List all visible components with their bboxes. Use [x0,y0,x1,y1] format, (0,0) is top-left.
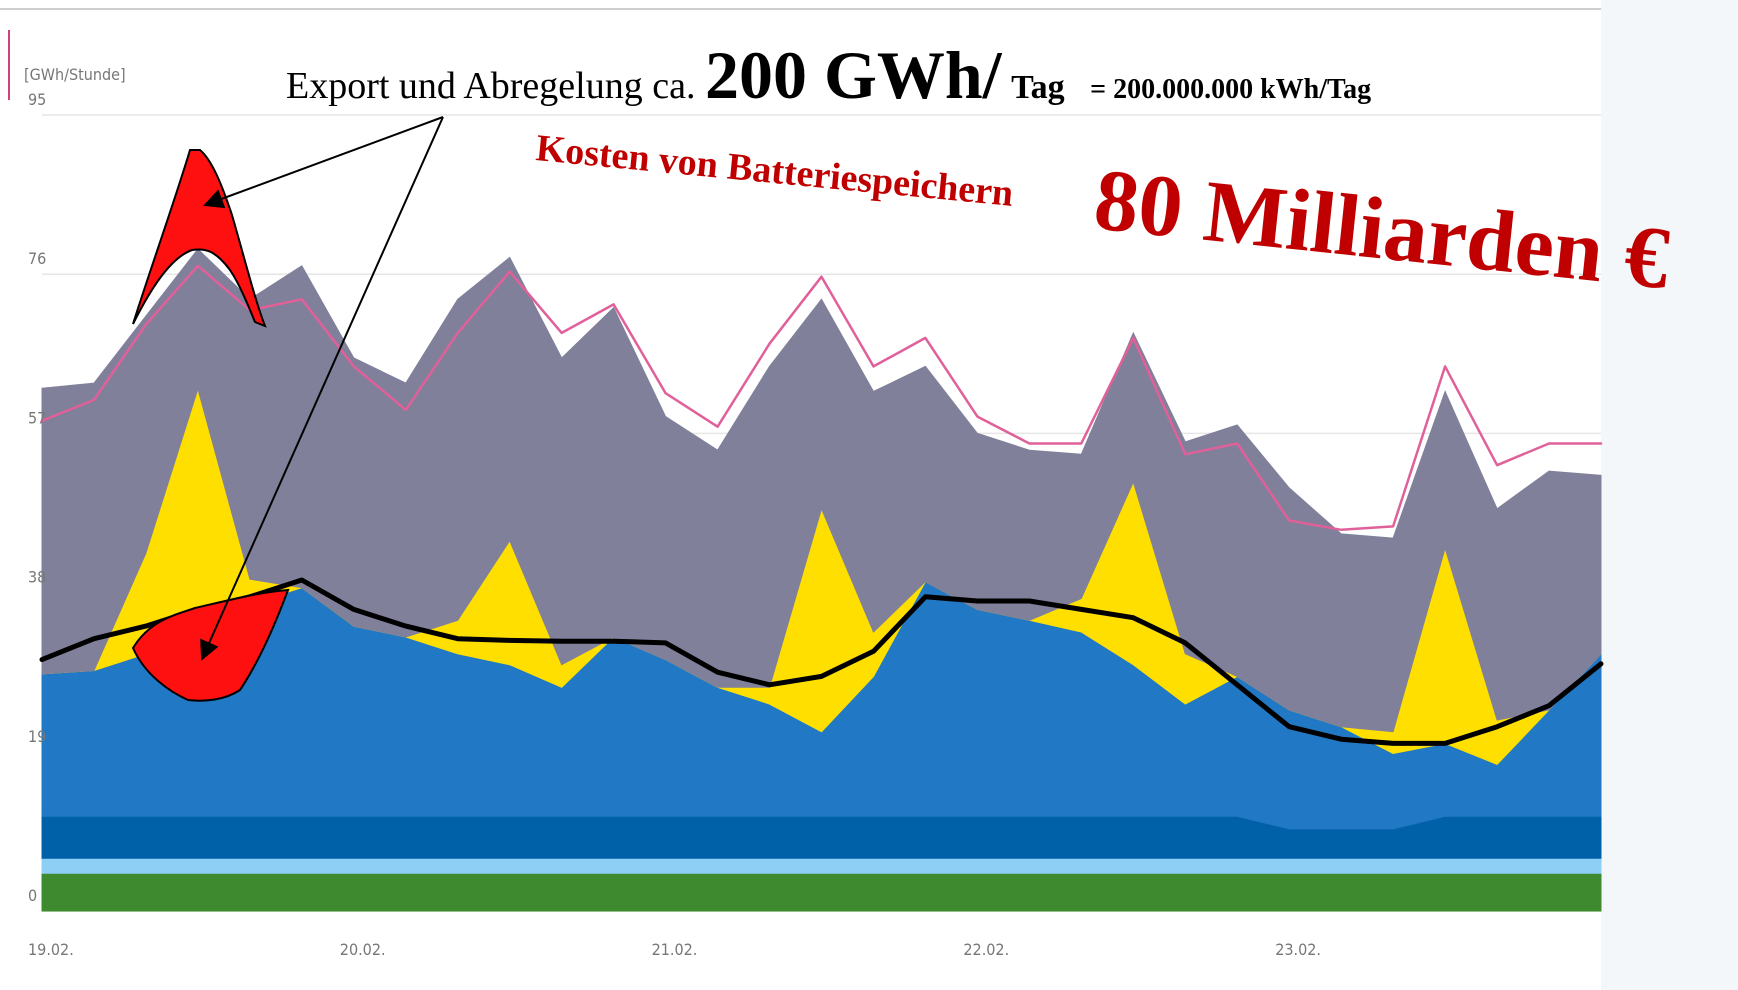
lines [39,264,1604,746]
cost-value: 80 Milliarden € [1090,151,1674,308]
y-axis-label: [GWh/Stunde] [24,65,126,84]
stacked-area [41,857,1602,874]
cost-label: Kosten von Batteriespeichern [534,127,1015,215]
arrow [200,116,444,661]
x-tick-label: 22.02. [963,940,1009,959]
line [39,577,1604,746]
red-area-top [132,149,267,328]
y-tick-label: 38 [28,568,46,587]
headline-part: = 200.000.000 kWh/Tag [1090,74,1371,105]
arrow [203,116,444,209]
areas [41,248,1602,912]
stacked-area [41,872,1602,912]
headline-part: Tag [1011,69,1065,106]
y-tick-label: 0 [28,886,37,905]
x-tick-label: 20.02. [340,940,386,959]
side-strip [1601,0,1738,990]
headline: Export und Abregelung ca. 200 GWh/ Tag =… [286,37,1371,113]
y-tick-label: 19 [28,727,46,746]
x-tick-label: 19.02. [28,940,74,959]
ticks: 0 19 38 57 76 95 19.02. 20.02. 21.02. 22.02. 23.02… [28,90,1321,959]
y-tick-label: 95 [28,90,46,109]
line [40,264,1603,532]
headline-part: 200 GWh/ [705,37,1003,113]
headline-part: Export und Abregelung ca. [286,65,695,107]
x-tick-label: 23.02. [1275,940,1321,959]
x-tick-label: 21.02. [652,940,698,959]
y-tick-label: 57 [28,408,46,427]
y-tick-label: 76 [28,249,46,268]
